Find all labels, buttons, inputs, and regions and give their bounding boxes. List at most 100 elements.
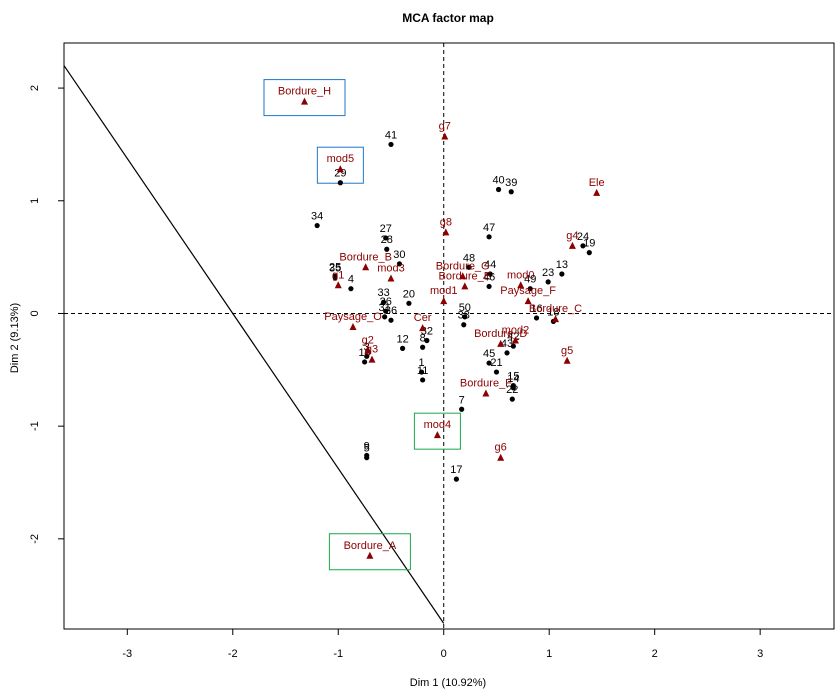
individual-label: 19 xyxy=(583,238,595,250)
separation-line xyxy=(63,65,445,624)
category-label: g2 xyxy=(362,335,374,347)
individual-point xyxy=(459,406,465,412)
category-point xyxy=(511,336,519,344)
individual-point xyxy=(424,337,430,344)
category-label: mod3 xyxy=(377,263,405,275)
y-tick-label: 2 xyxy=(29,85,41,91)
individual-point xyxy=(466,264,472,270)
category-point xyxy=(459,272,467,280)
category-label: g7 xyxy=(439,121,451,133)
category-point xyxy=(497,339,505,347)
individual-point xyxy=(527,286,533,292)
individual-point xyxy=(580,243,586,249)
category-label: Bordure_B xyxy=(339,251,392,263)
individual-label: 12 xyxy=(396,333,408,345)
highlight-box xyxy=(413,412,461,450)
category-point xyxy=(517,281,525,289)
category-label: Bordure_F xyxy=(460,377,512,389)
x-tick-label: -2 xyxy=(228,648,238,660)
individual-label: 28 xyxy=(381,234,393,246)
y-tick-label: -2 xyxy=(29,534,41,544)
highlight-box xyxy=(263,79,346,117)
individual-label: 26 xyxy=(380,296,392,308)
individual-label: 27 xyxy=(380,223,392,235)
category-point xyxy=(442,228,450,236)
category-point xyxy=(482,389,490,397)
category-point xyxy=(419,324,427,332)
individual-label: 4 xyxy=(348,274,354,286)
individual-point xyxy=(364,455,370,461)
category-label: mod1 xyxy=(430,285,458,297)
individual-label: 35 xyxy=(329,262,341,274)
category-point xyxy=(461,282,469,290)
individual-point xyxy=(510,385,516,391)
individual-point xyxy=(533,315,540,321)
individual-point xyxy=(382,314,388,320)
individual-label: 34 xyxy=(311,211,323,223)
category-point xyxy=(524,297,532,305)
category-label: g3 xyxy=(366,344,378,356)
y-axis-title: Dim 2 (9.13%) xyxy=(9,303,21,373)
individual-label: 23 xyxy=(542,267,554,279)
category-label: g1 xyxy=(332,269,344,281)
individual-label: 47 xyxy=(483,222,495,234)
individual-point xyxy=(586,250,592,256)
category-label: Ele xyxy=(589,177,605,189)
category-point xyxy=(568,241,576,249)
category-point xyxy=(366,551,374,559)
individual-label: 36 xyxy=(385,305,397,317)
category-point xyxy=(334,281,342,289)
category-label: mod4 xyxy=(424,419,452,431)
category-point xyxy=(300,97,308,105)
x-tick-label: 2 xyxy=(652,648,658,660)
individual-point xyxy=(493,369,500,375)
category-point xyxy=(368,355,376,363)
plot-frame xyxy=(63,42,835,630)
individual-label: 46 xyxy=(483,271,495,283)
category-label: Bordure_G xyxy=(436,260,490,272)
individual-point xyxy=(383,308,389,314)
individual-point xyxy=(486,234,492,240)
individual-label: 3 xyxy=(364,341,370,353)
individual-point xyxy=(504,350,510,356)
category-label: g6 xyxy=(495,442,507,454)
category-point xyxy=(364,346,372,354)
individual-point xyxy=(399,345,406,351)
y-tick-label: -1 xyxy=(29,421,41,431)
individual-point xyxy=(337,180,343,186)
individual-label: 7 xyxy=(459,394,465,406)
category-label: Paysage_F xyxy=(500,285,556,297)
category-point xyxy=(387,274,395,282)
individual-label: 29 xyxy=(334,168,346,180)
individual-label: 45 xyxy=(483,348,495,360)
individual-point xyxy=(332,274,338,280)
category-label: Bordure_H xyxy=(278,86,331,98)
individual-label: 33 xyxy=(377,287,389,299)
category-label: g5 xyxy=(561,345,573,357)
individual-label: 17 xyxy=(450,464,462,476)
individual-point xyxy=(508,189,514,195)
individual-label: 14 xyxy=(507,373,519,385)
individual-label: 40 xyxy=(492,175,504,187)
individual-point xyxy=(453,476,459,482)
individual-point xyxy=(418,369,425,375)
category-point xyxy=(440,297,448,305)
individual-label: 9 xyxy=(364,440,370,452)
individual-point xyxy=(348,286,354,292)
category-label: mod2 xyxy=(502,325,530,337)
individual-label: 43 xyxy=(501,338,513,350)
individual-point xyxy=(462,314,468,320)
individual-label: 18 xyxy=(547,306,559,318)
x-tick-label: 1 xyxy=(546,648,552,660)
individual-label: 38 xyxy=(458,310,470,322)
x-tick-label: 0 xyxy=(441,648,447,660)
category-label: mod0 xyxy=(507,269,535,281)
individual-label: 30 xyxy=(393,249,405,261)
x-tick-label: -1 xyxy=(333,648,343,660)
individual-point xyxy=(384,246,390,252)
individual-label: 22 xyxy=(506,384,518,396)
individual-label: 50 xyxy=(459,302,471,314)
individual-label: 11 xyxy=(417,365,428,377)
individual-label: 48 xyxy=(463,252,475,264)
individual-point xyxy=(487,271,493,277)
